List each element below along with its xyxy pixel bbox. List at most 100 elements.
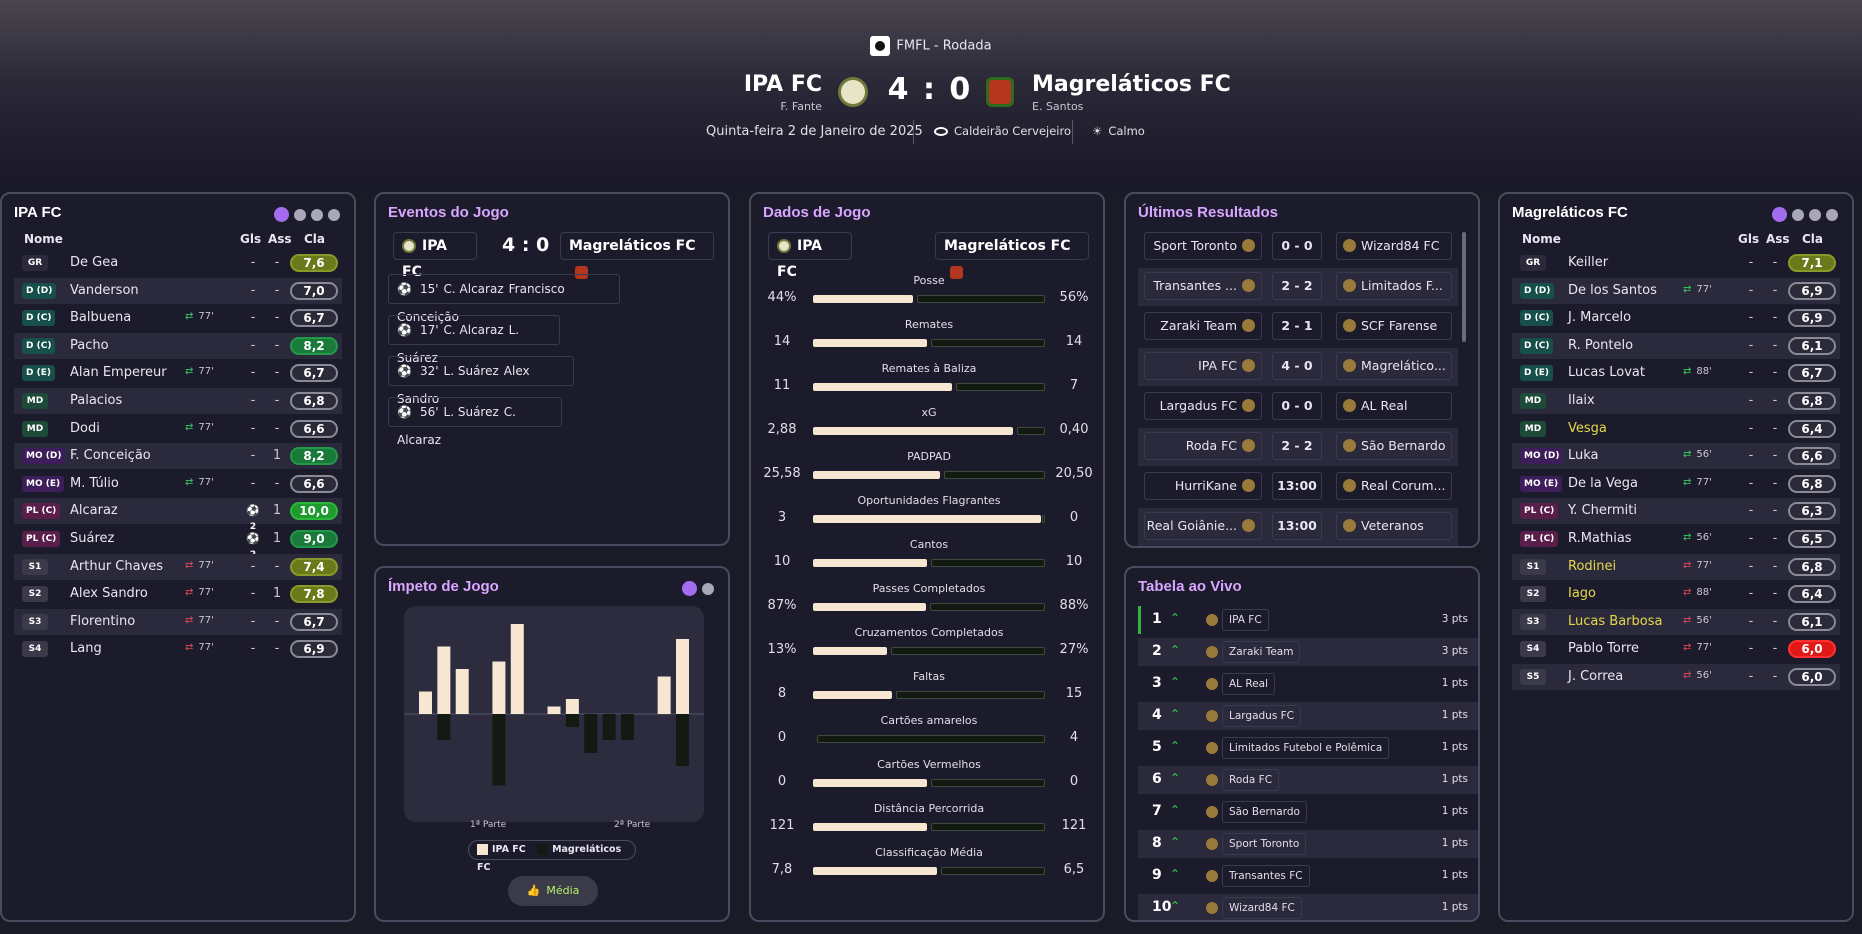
result-score[interactable]: 13:00 (1272, 472, 1322, 500)
view-dot-4[interactable] (1826, 208, 1838, 221)
player-name[interactable]: Y. Chermiti (1568, 503, 1637, 519)
player-name[interactable]: Arthur Chaves (70, 558, 164, 574)
player-name[interactable]: J. Correa (1568, 669, 1624, 684)
player-row[interactable]: S2 Iago ⇄ 88' - -6,4 (1512, 581, 1840, 607)
player-row[interactable]: PL (C) R.Mathias ⇄ 56' - -6,5 (1512, 526, 1840, 552)
team-name[interactable]: IPA FC (1222, 609, 1269, 631)
result-away-team[interactable]: Limitados F... (1336, 272, 1452, 300)
result-home-team[interactable]: Real Goiânie... (1144, 512, 1262, 540)
result-home-team[interactable]: Transantes ... (1144, 272, 1262, 300)
result-score[interactable]: 0 - 0 (1272, 232, 1322, 260)
results-scrollbar[interactable] (1462, 232, 1466, 342)
result-score[interactable]: 2 - 2 (1272, 432, 1322, 460)
player-row[interactable]: S2 Alex Sandro ⇄ 77' -1 7,8 (14, 581, 342, 607)
table-row[interactable]: 4 ⌃ Largadus FC 1 pts (1138, 702, 1478, 730)
result-away-team[interactable]: Magreláticо... (1336, 352, 1452, 380)
player-name[interactable]: De Gea (70, 255, 119, 270)
table-row[interactable]: 6 ⌃ Roda FC 1 pts (1138, 766, 1478, 794)
player-row[interactable]: D (C) Pacho - -8,2 (14, 332, 342, 359)
player-name[interactable]: Vanderson (70, 282, 139, 298)
player-row[interactable]: MO (D) F. Conceição -1 8,2 (14, 443, 342, 470)
player-row[interactable]: PL (C) Y. Chermiti - -6,3 (1512, 498, 1840, 525)
stats-home-chip[interactable]: IPA FC (768, 232, 852, 280)
player-row[interactable]: S4 Lang ⇄ 77' - -6,9 (14, 636, 342, 662)
player-row[interactable]: MD Dodi ⇄ 77' - -6,6 (14, 416, 342, 442)
team-name[interactable]: Limitados Futebol e Polêmica (1222, 737, 1390, 759)
result-away-team[interactable]: Real Corum... (1336, 472, 1452, 500)
player-name[interactable]: F. Conceição (70, 448, 151, 464)
player-row[interactable]: PL (C)Suárez⚽219,0 (14, 526, 342, 560)
events-home-chip[interactable]: IPA FC (393, 232, 477, 280)
player-row[interactable]: D (E) Alan Empereur ⇄ 77' - -6,7 (14, 360, 342, 386)
team-name[interactable]: AL Real (1222, 673, 1276, 695)
player-name[interactable]: Ilaix (1568, 393, 1595, 408)
player-name[interactable]: Pablo Torre (1568, 641, 1640, 657)
table-row[interactable]: 3 ⌃ AL Real 1 pts (1138, 670, 1478, 698)
player-row[interactable]: S1 Rodinei ⇄ 77' - -6,8 (1512, 553, 1840, 580)
player-row[interactable]: D (C) R. Pontelo - -6,1 (1512, 332, 1840, 359)
table-row[interactable]: 5 ⌃ Limitados Futebol e Polêmica 1 pts (1138, 734, 1478, 762)
event-row[interactable]: ⚽ 15' C. Alcaraz Francisco Conceição (388, 274, 620, 324)
result-home-team[interactable]: IPA FC (1144, 352, 1262, 380)
result-away-team[interactable]: São Bernardo (1336, 432, 1452, 460)
player-row[interactable]: MD Palacios - -6,8 (14, 388, 342, 414)
table-row[interactable]: 2 ⌃ Zaraki Team 3 pts (1138, 638, 1478, 666)
away-team-name[interactable]: Magreláticos FC (1032, 72, 1231, 97)
events-away-chip[interactable]: Magreláticos FC (560, 232, 714, 279)
home-team-name[interactable]: IPA FC (743, 72, 822, 97)
stadium[interactable]: Caldeirão Cervejeiro (934, 124, 1071, 138)
view-dot-1[interactable] (274, 207, 289, 222)
team-name[interactable]: São Bernardo (1222, 801, 1307, 823)
momentum-dot-1[interactable] (682, 581, 697, 596)
result-score[interactable]: 13:00 (1272, 512, 1322, 540)
col-goals[interactable]: Gls (240, 232, 262, 246)
player-name[interactable]: Lucas Barbosa (1568, 613, 1663, 629)
view-dot-2[interactable] (294, 208, 306, 221)
col-assists[interactable]: Ass (1766, 232, 1790, 246)
player-row[interactable]: S5 J. Correa ⇄ 56' - -6,0 (1512, 664, 1840, 690)
view-dot-4[interactable] (328, 208, 340, 221)
player-name[interactable]: Lang (70, 641, 102, 657)
result-home-team[interactable]: Zaraki Team (1144, 312, 1262, 340)
col-goals[interactable]: Gls (1738, 232, 1760, 246)
table-row[interactable]: 8 ⌃ Sport Toronto 1 pts (1138, 830, 1478, 858)
table-row[interactable]: 10 ⌃ Wizard84 FC 1 pts (1138, 894, 1478, 920)
player-name[interactable]: R. Pontelo (1568, 337, 1634, 353)
col-rating[interactable]: Cla (304, 232, 326, 246)
player-row[interactable]: MO (E) De la Vega ⇄ 77' - -6,8 (1512, 471, 1840, 497)
player-name[interactable]: Balbuena (70, 310, 132, 326)
player-row[interactable]: D (C) Balbuena ⇄ 77' - -6,7 (14, 305, 342, 331)
result-away-team[interactable]: Wizard84 FC (1336, 232, 1452, 260)
player-row[interactable]: D (E) Lucas Lovat ⇄ 88' - -6,7 (1512, 360, 1840, 386)
player-row[interactable]: MO (E) M. Túlio ⇄ 77' - -6,6 (14, 471, 342, 497)
player-name[interactable]: Suárez (70, 531, 115, 546)
player-name[interactable]: Lucas Lovat (1568, 365, 1645, 381)
result-away-team[interactable]: Veteranos (1336, 512, 1452, 540)
player-name[interactable]: Pacho (70, 337, 109, 353)
result-home-team[interactable]: Sport Toronto (1144, 232, 1262, 260)
col-name[interactable]: Nome (1522, 232, 1561, 246)
player-name[interactable]: Luka (1568, 448, 1599, 464)
player-row[interactable]: MD Vesga - -6,4 (1512, 416, 1840, 442)
event-row[interactable]: ⚽ 17' C. Alcaraz L. Suárez (388, 315, 560, 365)
table-row[interactable]: 1 ⌃ IPA FC 3 pts (1138, 606, 1478, 634)
view-dot-1[interactable] (1772, 207, 1787, 222)
player-row[interactable]: GR Keiller - -7,1 (1512, 250, 1840, 276)
stats-away-chip[interactable]: Magreláticos FC (935, 232, 1089, 279)
col-rating[interactable]: Cla (1802, 232, 1824, 246)
player-row[interactable]: MD Ilaix - -6,8 (1512, 388, 1840, 414)
player-row[interactable]: MO (D) Luka ⇄ 56' - -6,6 (1512, 443, 1840, 470)
player-name[interactable]: Vesga (1568, 420, 1607, 436)
table-row[interactable]: 7 ⌃ São Bernardo 1 pts (1138, 798, 1478, 826)
player-name[interactable]: Palacios (70, 393, 123, 408)
result-home-team[interactable]: Largadus FC (1144, 392, 1262, 420)
result-score[interactable]: 2 - 2 (1272, 272, 1322, 300)
event-row[interactable]: ⚽ 32' L. Suárez Alex Sandro (388, 356, 574, 406)
player-name[interactable]: Alcaraz (70, 503, 118, 519)
table-row[interactable]: 9 ⌃ Transantes FC 1 pts (1138, 862, 1478, 890)
result-score[interactable]: 2 - 1 (1272, 312, 1322, 340)
player-row[interactable]: S3 Lucas Barbosa ⇄ 56' - -6,1 (1512, 608, 1840, 635)
player-row[interactable]: D (D) De los Santos ⇄ 77' - -6,9 (1512, 277, 1840, 304)
player-name[interactable]: Rodinei (1568, 558, 1617, 574)
col-assists[interactable]: Ass (268, 232, 292, 246)
